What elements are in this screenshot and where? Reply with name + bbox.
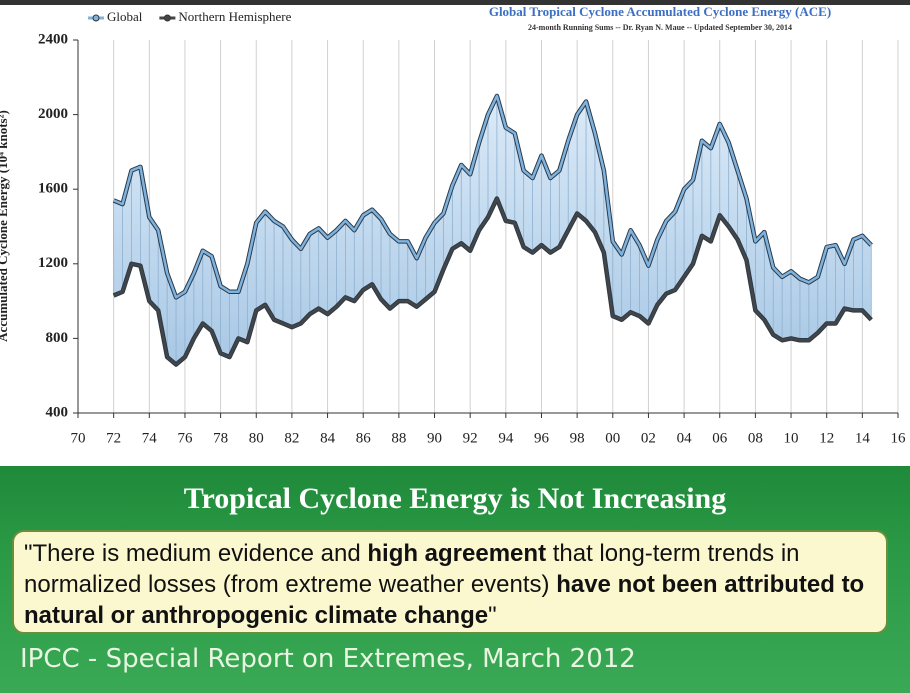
- legend-label: Northern Hemisphere: [178, 9, 291, 24]
- x-tick-label: 08: [748, 430, 763, 446]
- x-tick-label: 04: [677, 430, 693, 446]
- x-tick-label: 00: [605, 430, 620, 446]
- band: [113, 95, 872, 365]
- x-tick-label: 70: [71, 430, 86, 446]
- series-line: [113, 94, 873, 299]
- citation: IPCC - Special Report on Extremes, March…: [20, 644, 636, 674]
- x-tick-label: 80: [249, 430, 264, 446]
- x-tick-label: 16: [891, 430, 907, 446]
- y-tick-label: 400: [46, 404, 69, 420]
- x-tick-label: 96: [534, 430, 550, 446]
- x-tick-label: 12: [819, 430, 834, 446]
- x-tick-label: 78: [213, 430, 228, 446]
- quote-segment: "There is medium evidence and: [24, 540, 368, 567]
- x-tick-label: 84: [320, 430, 336, 446]
- banner: Tropical Cyclone Energy is Not Increasin…: [0, 466, 910, 693]
- x-tick-label: 94: [498, 430, 514, 446]
- y-tick-label: 2400: [38, 31, 68, 47]
- quote-segment: that long-term trends in normalized loss…: [24, 540, 800, 599]
- x-tick-label: 86: [356, 430, 372, 446]
- y-axis-label: Accumulated Cyclone Energy (10⁴ knots²): [0, 110, 10, 342]
- top-bar: [0, 0, 910, 5]
- x-tick-label: 02: [641, 430, 656, 446]
- chart-title: Global Tropical Cyclone Accumulated Cycl…: [489, 4, 831, 19]
- x-tick-label: 10: [784, 430, 799, 446]
- x-tick-label: 74: [142, 430, 158, 446]
- quote: "There is medium evidence and high agree…: [12, 530, 888, 634]
- x-tick-label: 92: [463, 430, 478, 446]
- quote-segment: ": [488, 602, 497, 630]
- legend-marker: [92, 14, 100, 22]
- x-tick-label: 76: [177, 430, 193, 446]
- y-tick-label: 2000: [38, 106, 68, 122]
- legend-label: Global: [107, 9, 143, 24]
- series-line: [113, 197, 873, 366]
- x-tick-label: 06: [712, 430, 728, 446]
- x-tick-label: 82: [284, 430, 299, 446]
- x-tick-label: 90: [427, 430, 442, 446]
- x-tick-label: 88: [391, 430, 406, 446]
- x-tick-label: 14: [855, 430, 871, 446]
- y-tick-label: 1200: [38, 255, 68, 271]
- y-tick-label: 800: [46, 330, 69, 346]
- x-tick-label: 98: [570, 430, 585, 446]
- quote-segment: have not been attributed to natural or a…: [24, 571, 865, 630]
- y-tick-label: 1600: [38, 181, 68, 197]
- legend-marker: [163, 14, 171, 22]
- chart: Global Tropical Cyclone Accumulated Cycl…: [0, 0, 910, 446]
- quote-segment: high agreement: [367, 540, 547, 567]
- x-tick-label: 72: [106, 430, 121, 446]
- chart-subtitle: 24-month Running Sums -- Dr. Ryan N. Mau…: [528, 23, 792, 32]
- heading: Tropical Cyclone Energy is Not Increasin…: [183, 482, 727, 515]
